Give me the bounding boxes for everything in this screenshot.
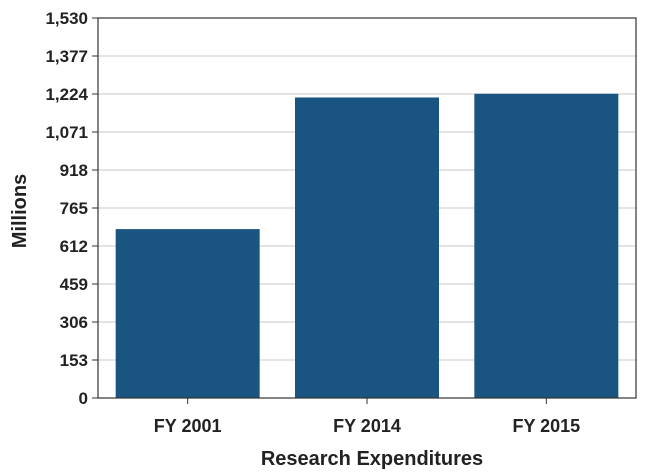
y-tick-label: 765 xyxy=(60,199,88,218)
y-axis-title: Millions xyxy=(9,174,31,248)
x-axis-title: Research Expenditures xyxy=(261,448,483,470)
axes xyxy=(92,17,637,404)
x-category-label: FY 2001 xyxy=(154,416,222,436)
y-tick-label: 0 xyxy=(79,389,88,408)
x-category-label: FY 2014 xyxy=(333,416,401,436)
y-tick-labels: 0 153 306 459 612 765 918 1,071 1,224 1,377 1,530 xyxy=(45,9,88,408)
x-category-label: FY 2015 xyxy=(512,416,580,436)
y-tick-label: 459 xyxy=(60,275,88,294)
y-tick-label: 1,530 xyxy=(45,9,88,28)
bar-fy-2014 xyxy=(295,97,439,399)
y-tick-label: 612 xyxy=(60,237,88,256)
bars xyxy=(115,93,619,399)
y-tick-label: 153 xyxy=(60,351,88,370)
y-tick-label: 1,224 xyxy=(45,85,88,104)
x-category-labels: FY 2001 FY 2014 FY 2015 xyxy=(154,416,580,436)
y-tick-label: 1,377 xyxy=(45,47,88,66)
bar-fy-2001 xyxy=(115,229,260,398)
bar-fy-2015 xyxy=(474,93,619,398)
y-tick-label: 918 xyxy=(60,161,88,180)
y-tick-label: 1,071 xyxy=(45,123,88,142)
y-tick-label: 306 xyxy=(60,313,88,332)
